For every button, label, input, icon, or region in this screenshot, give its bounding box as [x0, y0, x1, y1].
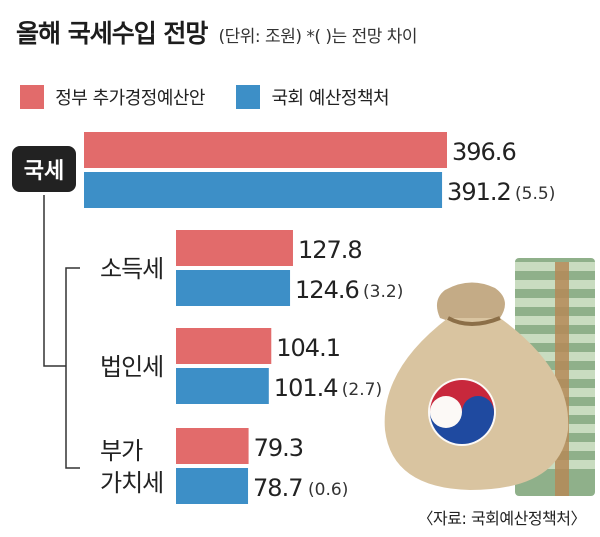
value-label-assembly-3: 78.7 [253, 474, 302, 502]
category-label-0: 국세 [24, 159, 64, 184]
legend: 정부 추가경정예산안 국회 예산정책처 [20, 84, 415, 110]
bar-government-3 [176, 428, 249, 464]
bar-assembly-3 [176, 468, 249, 504]
value-label-assembly-2: 101.4 [274, 374, 338, 402]
value-label-government-2: 104.1 [276, 334, 340, 362]
bars-layer: 396.6 391.2 (5.5) 국세 127.8 124.6 (3.2) 소득세 104.1… [12, 132, 555, 504]
category-label-1: 소득세 [100, 255, 163, 283]
value-label-assembly-1: 124.6 [295, 276, 359, 304]
value-label-government-1: 127.8 [298, 236, 362, 264]
difference-label-0: (5.5) [515, 184, 555, 204]
money-bag-illustration [384, 258, 595, 496]
bracket-line [65, 267, 80, 469]
category-label-3-line-0: 부가 [100, 437, 143, 465]
legend-item-government: 정부 추가경정예산안 [20, 84, 205, 110]
legend-item-assembly: 국회 예산정책처 [236, 84, 390, 110]
value-label-assembly-0: 391.2 [447, 178, 511, 206]
difference-label-3: (0.6) [308, 480, 348, 500]
source-note: 〈자료: 국회예산정책처〉 [417, 509, 587, 528]
category-label-3-line-1: 가치세 [100, 469, 163, 497]
difference-label-1: (3.2) [363, 282, 403, 302]
connector-line [43, 195, 66, 367]
bar-government-2 [176, 328, 272, 364]
legend-label-government: 정부 추가경정예산안 [55, 88, 205, 109]
legend-swatch-government [20, 85, 44, 109]
bar-government-0 [84, 132, 447, 168]
bar-government-1 [176, 230, 293, 266]
chart-subtitle: (단위: 조원) *( )는 전망 차이 [218, 27, 418, 47]
title-row: 올해 국세수입 전망 (단위: 조원) *( )는 전망 차이 [16, 14, 418, 50]
bar-assembly-1 [176, 270, 291, 306]
bar-assembly-2 [176, 368, 269, 404]
value-label-government-0: 396.6 [452, 138, 516, 166]
category-badge [12, 146, 76, 192]
value-label-government-3: 79.3 [254, 434, 303, 462]
legend-label-assembly: 국회 예산정책처 [271, 88, 390, 109]
difference-label-2: (2.7) [342, 380, 382, 400]
bar-assembly-0 [84, 172, 443, 208]
category-label-2: 법인세 [100, 353, 163, 381]
legend-swatch-assembly [236, 85, 261, 109]
chart-title: 올해 국세수입 전망 [16, 19, 208, 48]
